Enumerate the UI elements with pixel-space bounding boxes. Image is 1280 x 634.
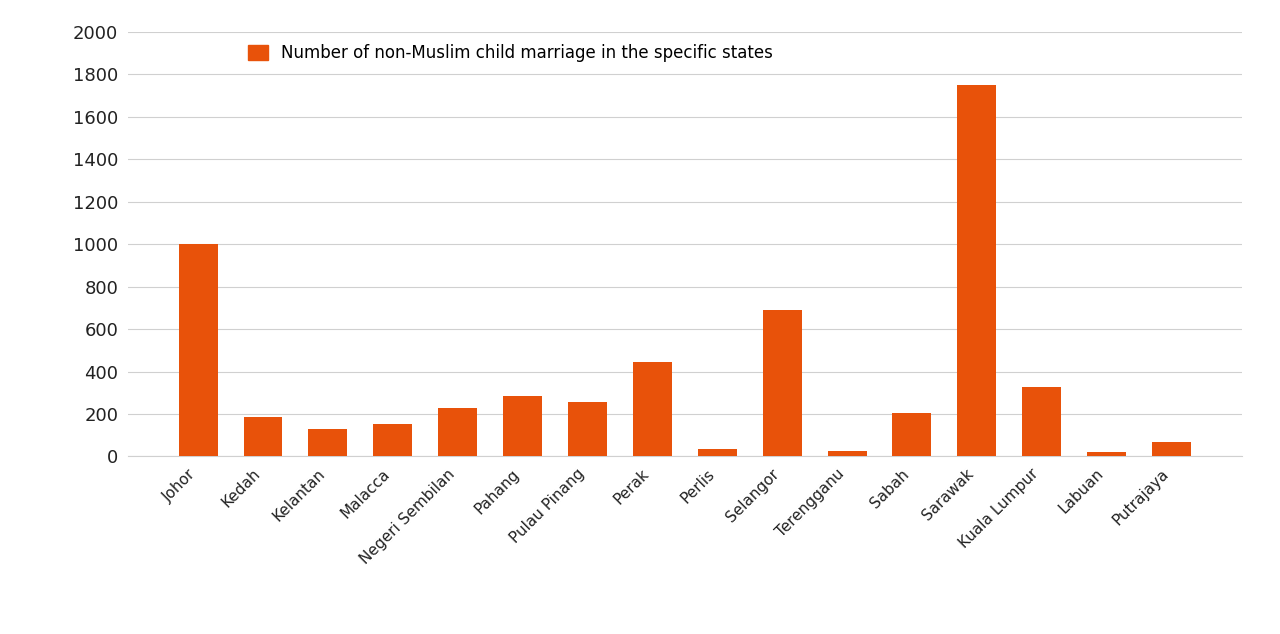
Bar	[374, 424, 412, 456]
Bar	[957, 85, 996, 456]
Bar	[1152, 442, 1190, 456]
Bar	[892, 413, 932, 456]
Bar	[1023, 387, 1061, 456]
Bar	[568, 403, 607, 456]
Bar	[763, 310, 801, 456]
Bar	[308, 429, 347, 456]
Bar	[438, 408, 477, 456]
Bar	[243, 417, 283, 456]
Bar	[632, 362, 672, 456]
Bar	[179, 244, 218, 456]
Bar	[1087, 452, 1126, 456]
Bar	[698, 449, 737, 456]
Bar	[503, 396, 541, 456]
Bar	[828, 451, 867, 456]
Legend: Number of non-Muslim child marriage in the specific states: Number of non-Muslim child marriage in t…	[248, 44, 773, 62]
